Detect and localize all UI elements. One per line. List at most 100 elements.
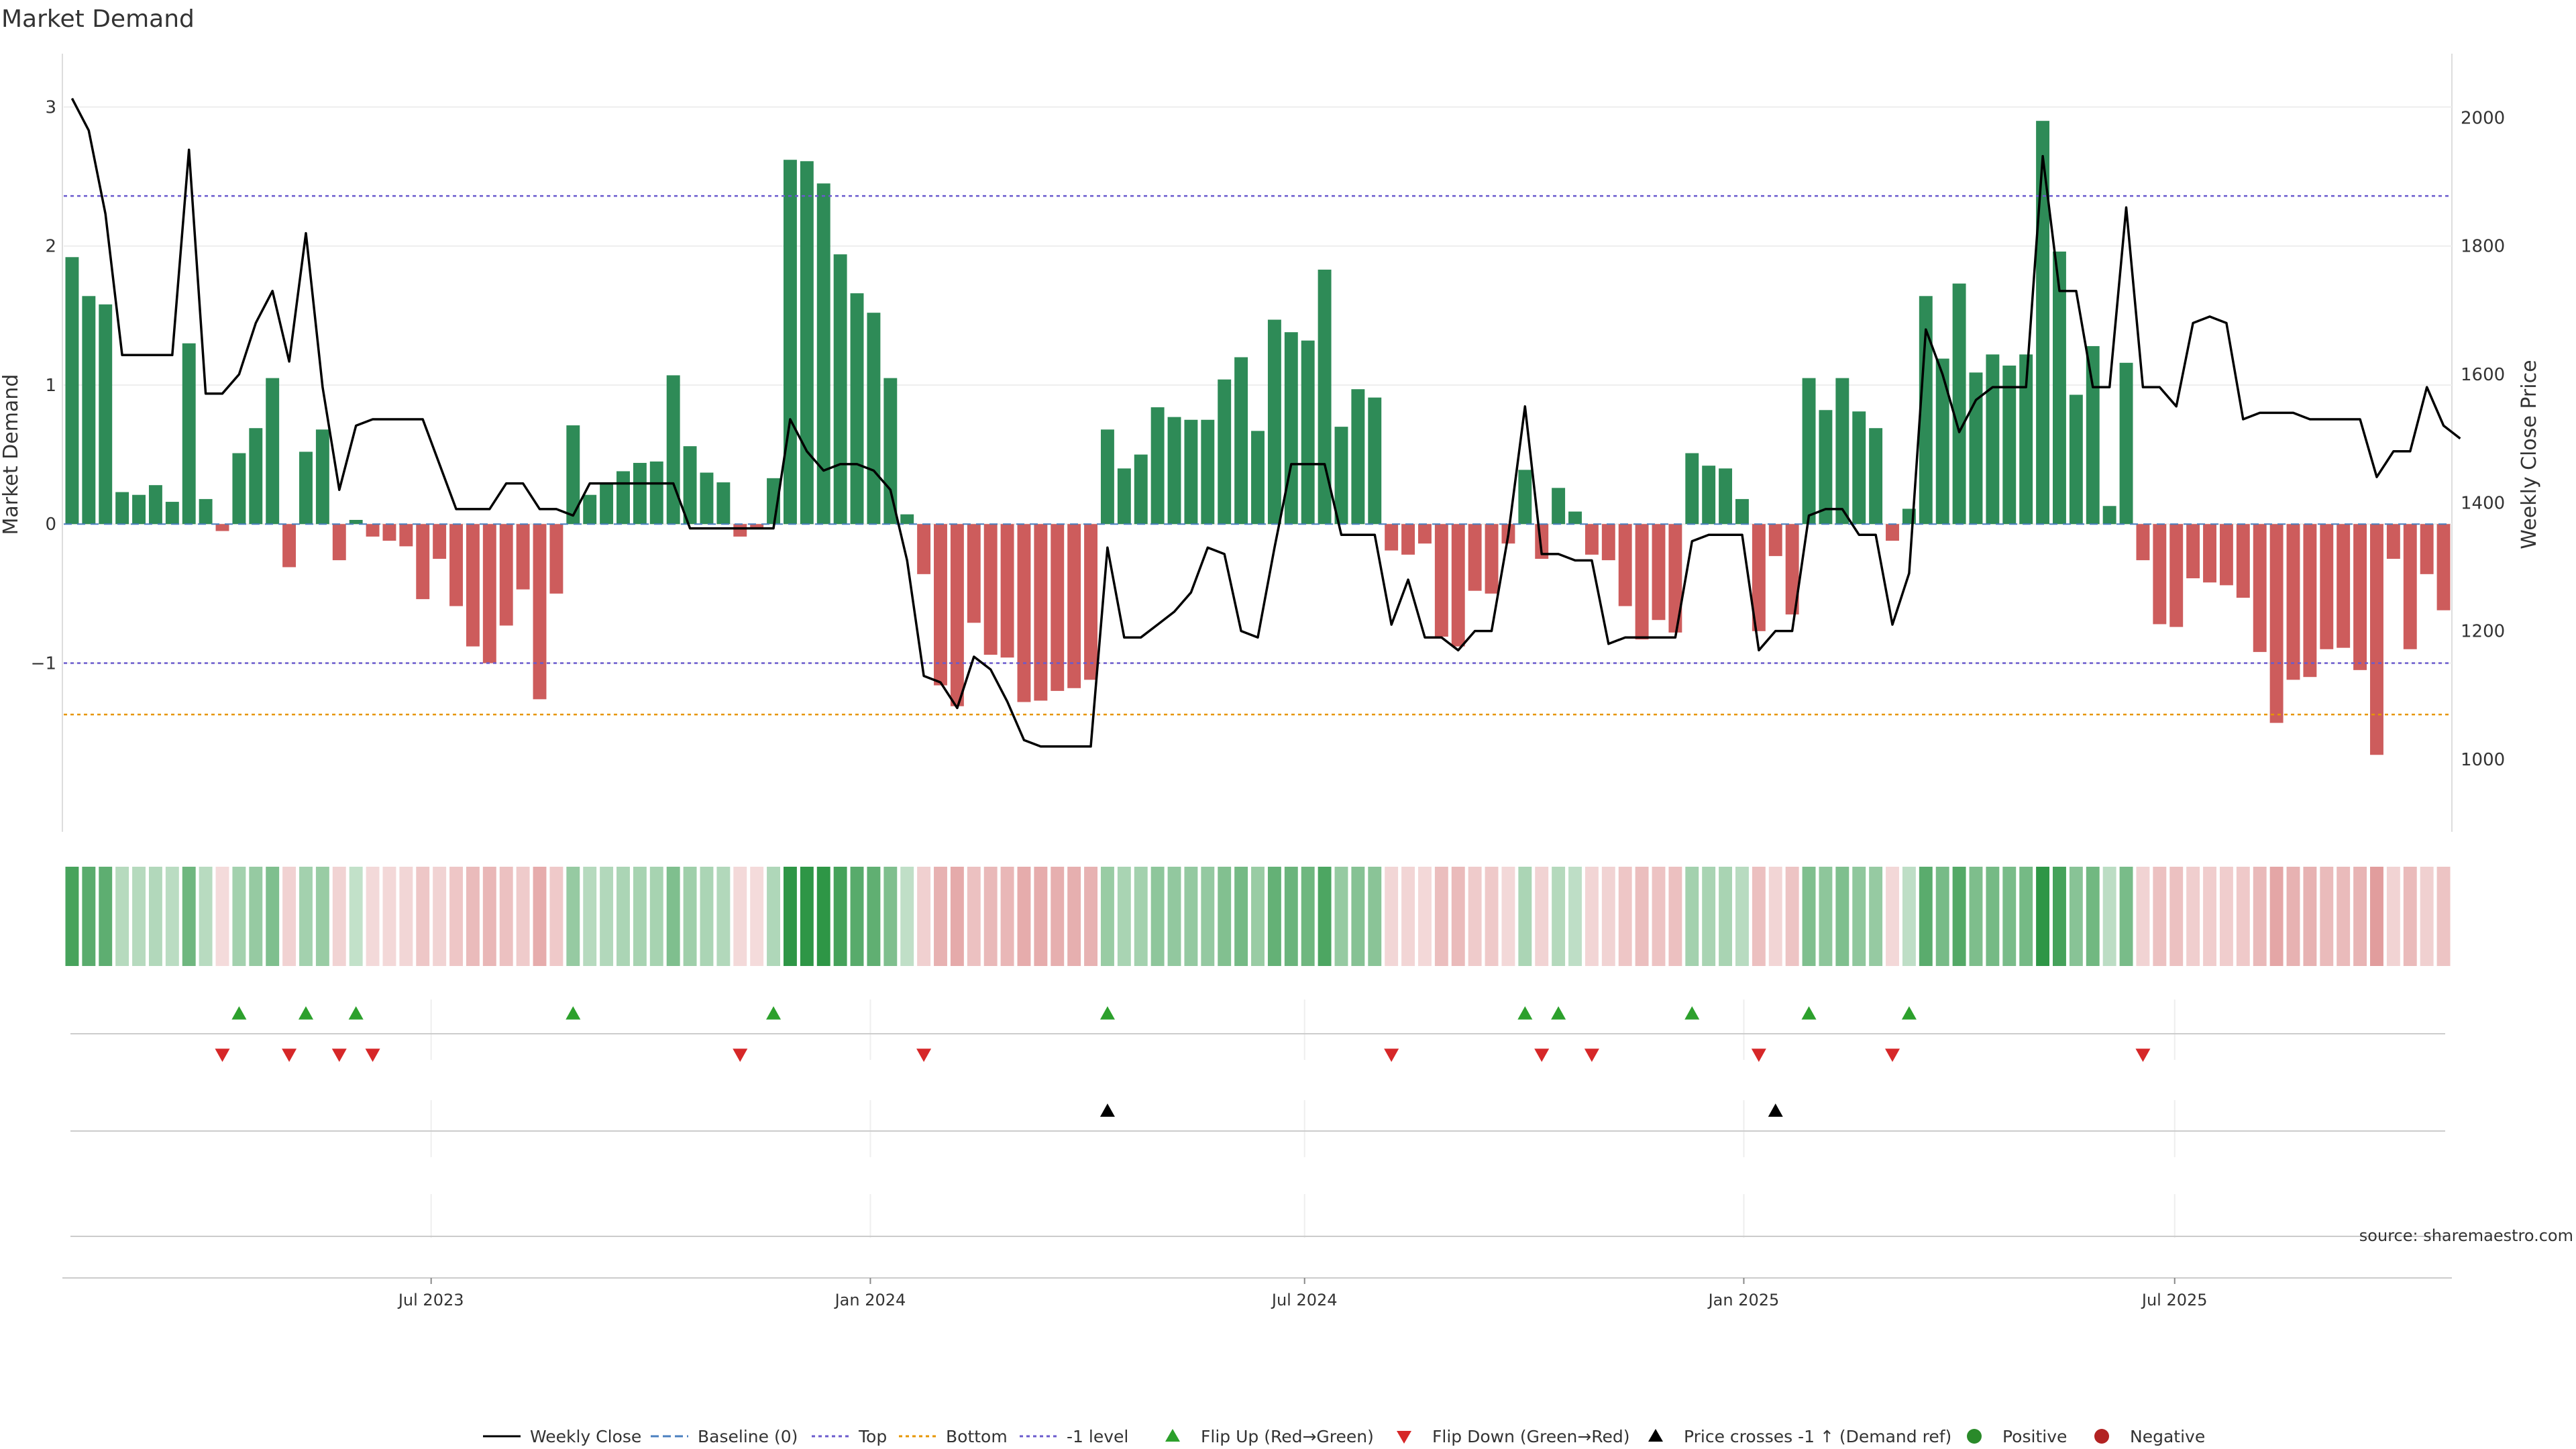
demand-bar-positive: [1201, 419, 1215, 525]
demand-bar-negative: [2337, 524, 2351, 648]
flip-down-marker: [916, 1049, 932, 1062]
heat-cell: [883, 867, 898, 966]
heat-cell: [1585, 867, 1599, 966]
heat-cell: [983, 867, 998, 966]
x-tick-label: Jul 2024: [1271, 1291, 1338, 1309]
demand-bar-negative: [2436, 524, 2451, 610]
heat-cell: [1218, 867, 1232, 966]
heat-cell: [1752, 867, 1766, 966]
heat-cell: [767, 867, 780, 966]
demand-bar-negative: [967, 524, 981, 623]
heat-cell: [1017, 867, 1031, 966]
y-tick-label: −1: [31, 653, 56, 674]
heat-cell: [1952, 867, 1966, 966]
heat-cell: [600, 867, 614, 966]
legend-weekly-close-label: Weekly Close: [530, 1427, 641, 1446]
demand-bar-positive: [349, 519, 363, 525]
demand-bar-negative: [1451, 524, 1465, 647]
heat-cell: [349, 867, 363, 966]
demand-bar-negative: [1768, 524, 1782, 556]
heat-cell: [566, 867, 580, 966]
heat-cell: [332, 867, 346, 966]
flip-down-marker: [331, 1049, 347, 1062]
flip-down-marker: [2135, 1049, 2151, 1062]
heat-cell: [2153, 867, 2167, 966]
heat-cell: [1518, 867, 1532, 966]
demand-bar-positive: [1100, 429, 1114, 525]
flip-down-marker: [215, 1049, 230, 1062]
demand-bar-positive: [1969, 372, 1983, 525]
heat-cell: [2436, 867, 2451, 966]
demand-bar-positive: [199, 498, 213, 525]
heat-cell: [2036, 867, 2050, 966]
heat-cell: [115, 867, 129, 966]
demand-bar-negative: [1485, 524, 1499, 594]
heat-cell: [1785, 867, 1799, 966]
heat-cell: [1368, 867, 1382, 966]
demand-bar-positive: [1835, 378, 1849, 525]
price-cross-marker: [1768, 1104, 1783, 1117]
demand-bar-negative: [499, 524, 513, 626]
heat-cell: [1251, 867, 1265, 966]
heat-cell: [1819, 867, 1833, 966]
heat-cell: [1719, 867, 1733, 966]
heat-cell: [2219, 867, 2233, 966]
x-tick-label: Jan 2024: [834, 1291, 906, 1309]
heat-cell: [2353, 867, 2367, 966]
x-axis: Jul 2023 Jan 2024 Jul 2024 Jan 2025 Jul 2025: [62, 1277, 2452, 1309]
heat-cell: [2303, 867, 2317, 966]
demand-bar-negative: [1601, 524, 1615, 561]
demand-bar-negative: [366, 524, 380, 537]
demand-bar-negative: [1017, 524, 1031, 702]
heat-cell: [2370, 867, 2383, 966]
demand-bar-positive: [800, 161, 814, 525]
legend-baseline-0-label: Baseline (0): [698, 1427, 798, 1446]
heat-cell: [2002, 867, 2017, 966]
heat-cell: [2386, 867, 2400, 966]
heat-cell: [2403, 867, 2417, 966]
flip-down-marker: [1384, 1049, 1399, 1062]
demand-bar-negative: [1385, 524, 1399, 551]
demand-bar-positive: [1685, 453, 1699, 525]
heat-cell: [1067, 867, 1081, 966]
legend-1-level-label: -1 level: [1067, 1427, 1128, 1446]
flip-up-marker: [1801, 1006, 1817, 1020]
heat-cell: [1134, 867, 1148, 966]
chart-title: Market Demand: [1, 5, 195, 33]
heat-cell: [1852, 867, 1866, 966]
demand-bar-negative: [1585, 524, 1599, 555]
heat-cell: [1451, 867, 1465, 966]
demand-bar-positive: [266, 378, 280, 525]
demand-bar-positive: [666, 375, 680, 525]
heat-cell: [1334, 867, 1348, 966]
y-tick-label: 1: [45, 376, 56, 396]
demand-bar-positive: [1935, 358, 1949, 525]
heat-cell: [2253, 867, 2267, 966]
legend-price-crosses-1-demand-ref-label: Price crosses -1 ↑ (Demand ref): [1684, 1427, 1951, 1446]
y-axis-label: Market Demand: [0, 374, 23, 535]
heat-cell: [2069, 867, 2083, 966]
demand-bar-negative: [1468, 524, 1482, 591]
weekly-close-line: [70, 97, 2461, 748]
demand-bar-positive: [1301, 340, 1315, 525]
demand-bar-negative: [1000, 524, 1014, 658]
heat-cell: [148, 867, 162, 966]
demand-bar-positive: [883, 378, 898, 525]
demand-bar-negative: [466, 524, 480, 647]
heat-cell: [1501, 867, 1515, 966]
heat-cell: [1284, 867, 1298, 966]
demand-bar-positive: [1568, 511, 1582, 525]
demand-bar-positive: [583, 494, 597, 525]
heat-cell: [2119, 867, 2133, 966]
flip-up-marker: [1551, 1006, 1566, 1020]
heat-cell: [666, 867, 680, 966]
flip-down-marker: [1584, 1049, 1599, 1062]
demand-bar-positive: [649, 461, 663, 525]
demand-bar-positive: [1318, 269, 1332, 525]
flip-down-marker: [1885, 1049, 1900, 1062]
demand-bar-negative: [950, 524, 964, 706]
legend-price-crosses-1-demand-ref-swatch: [1648, 1429, 1663, 1442]
demand-bar-negative: [1417, 524, 1432, 544]
demand-bar-positive: [716, 482, 731, 525]
